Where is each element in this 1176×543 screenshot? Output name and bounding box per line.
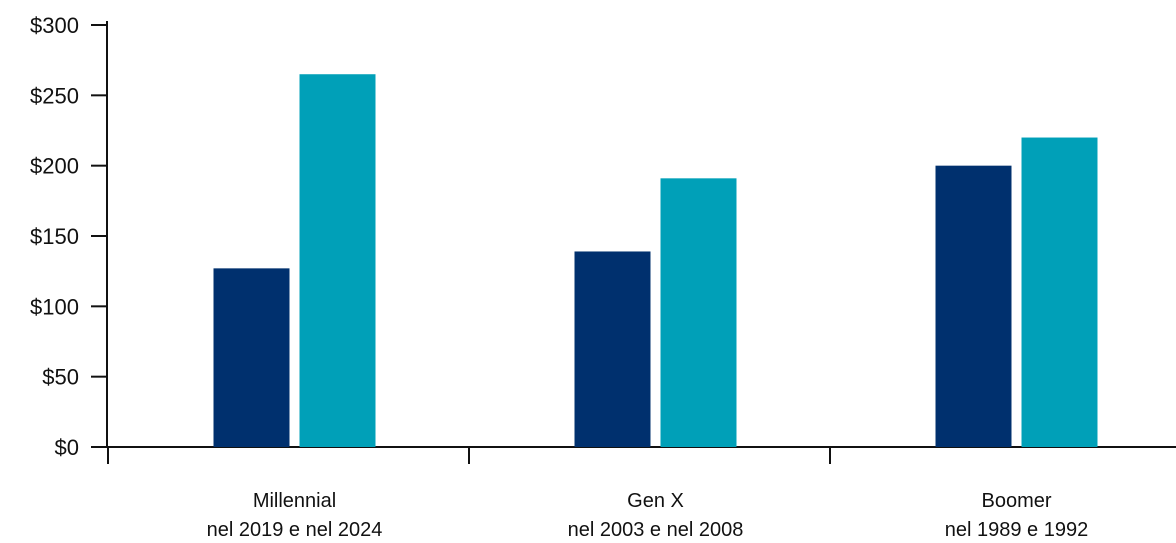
bar	[935, 165, 1012, 447]
y-tick-label: $150	[30, 224, 79, 249]
bar	[213, 268, 290, 447]
labels: $0 $50 $100 $150 $200 $250 $300 Millennial nel 2…	[30, 13, 1088, 541]
x-category-label: nel 1989 e 1992	[945, 519, 1088, 541]
bar	[299, 74, 376, 447]
y-tick-label: $250	[30, 83, 79, 108]
x-category-label: Gen X	[627, 490, 684, 512]
bar	[1021, 137, 1098, 448]
y-tick-label: $100	[30, 294, 79, 319]
x-category-label: nel 2019 e nel 2024	[207, 519, 383, 541]
bar	[574, 251, 651, 447]
x-category-label: Boomer	[981, 490, 1051, 512]
x-category-label: nel 2003 e nel 2008	[568, 519, 744, 541]
y-tick-label: $200	[30, 154, 79, 179]
y-tick-label: $300	[30, 13, 79, 38]
y-tick-label: $50	[42, 365, 79, 390]
x-category-label: Millennial	[253, 490, 336, 512]
bars	[213, 74, 1098, 448]
bar	[660, 178, 737, 447]
y-tick-label: $0	[55, 435, 79, 460]
